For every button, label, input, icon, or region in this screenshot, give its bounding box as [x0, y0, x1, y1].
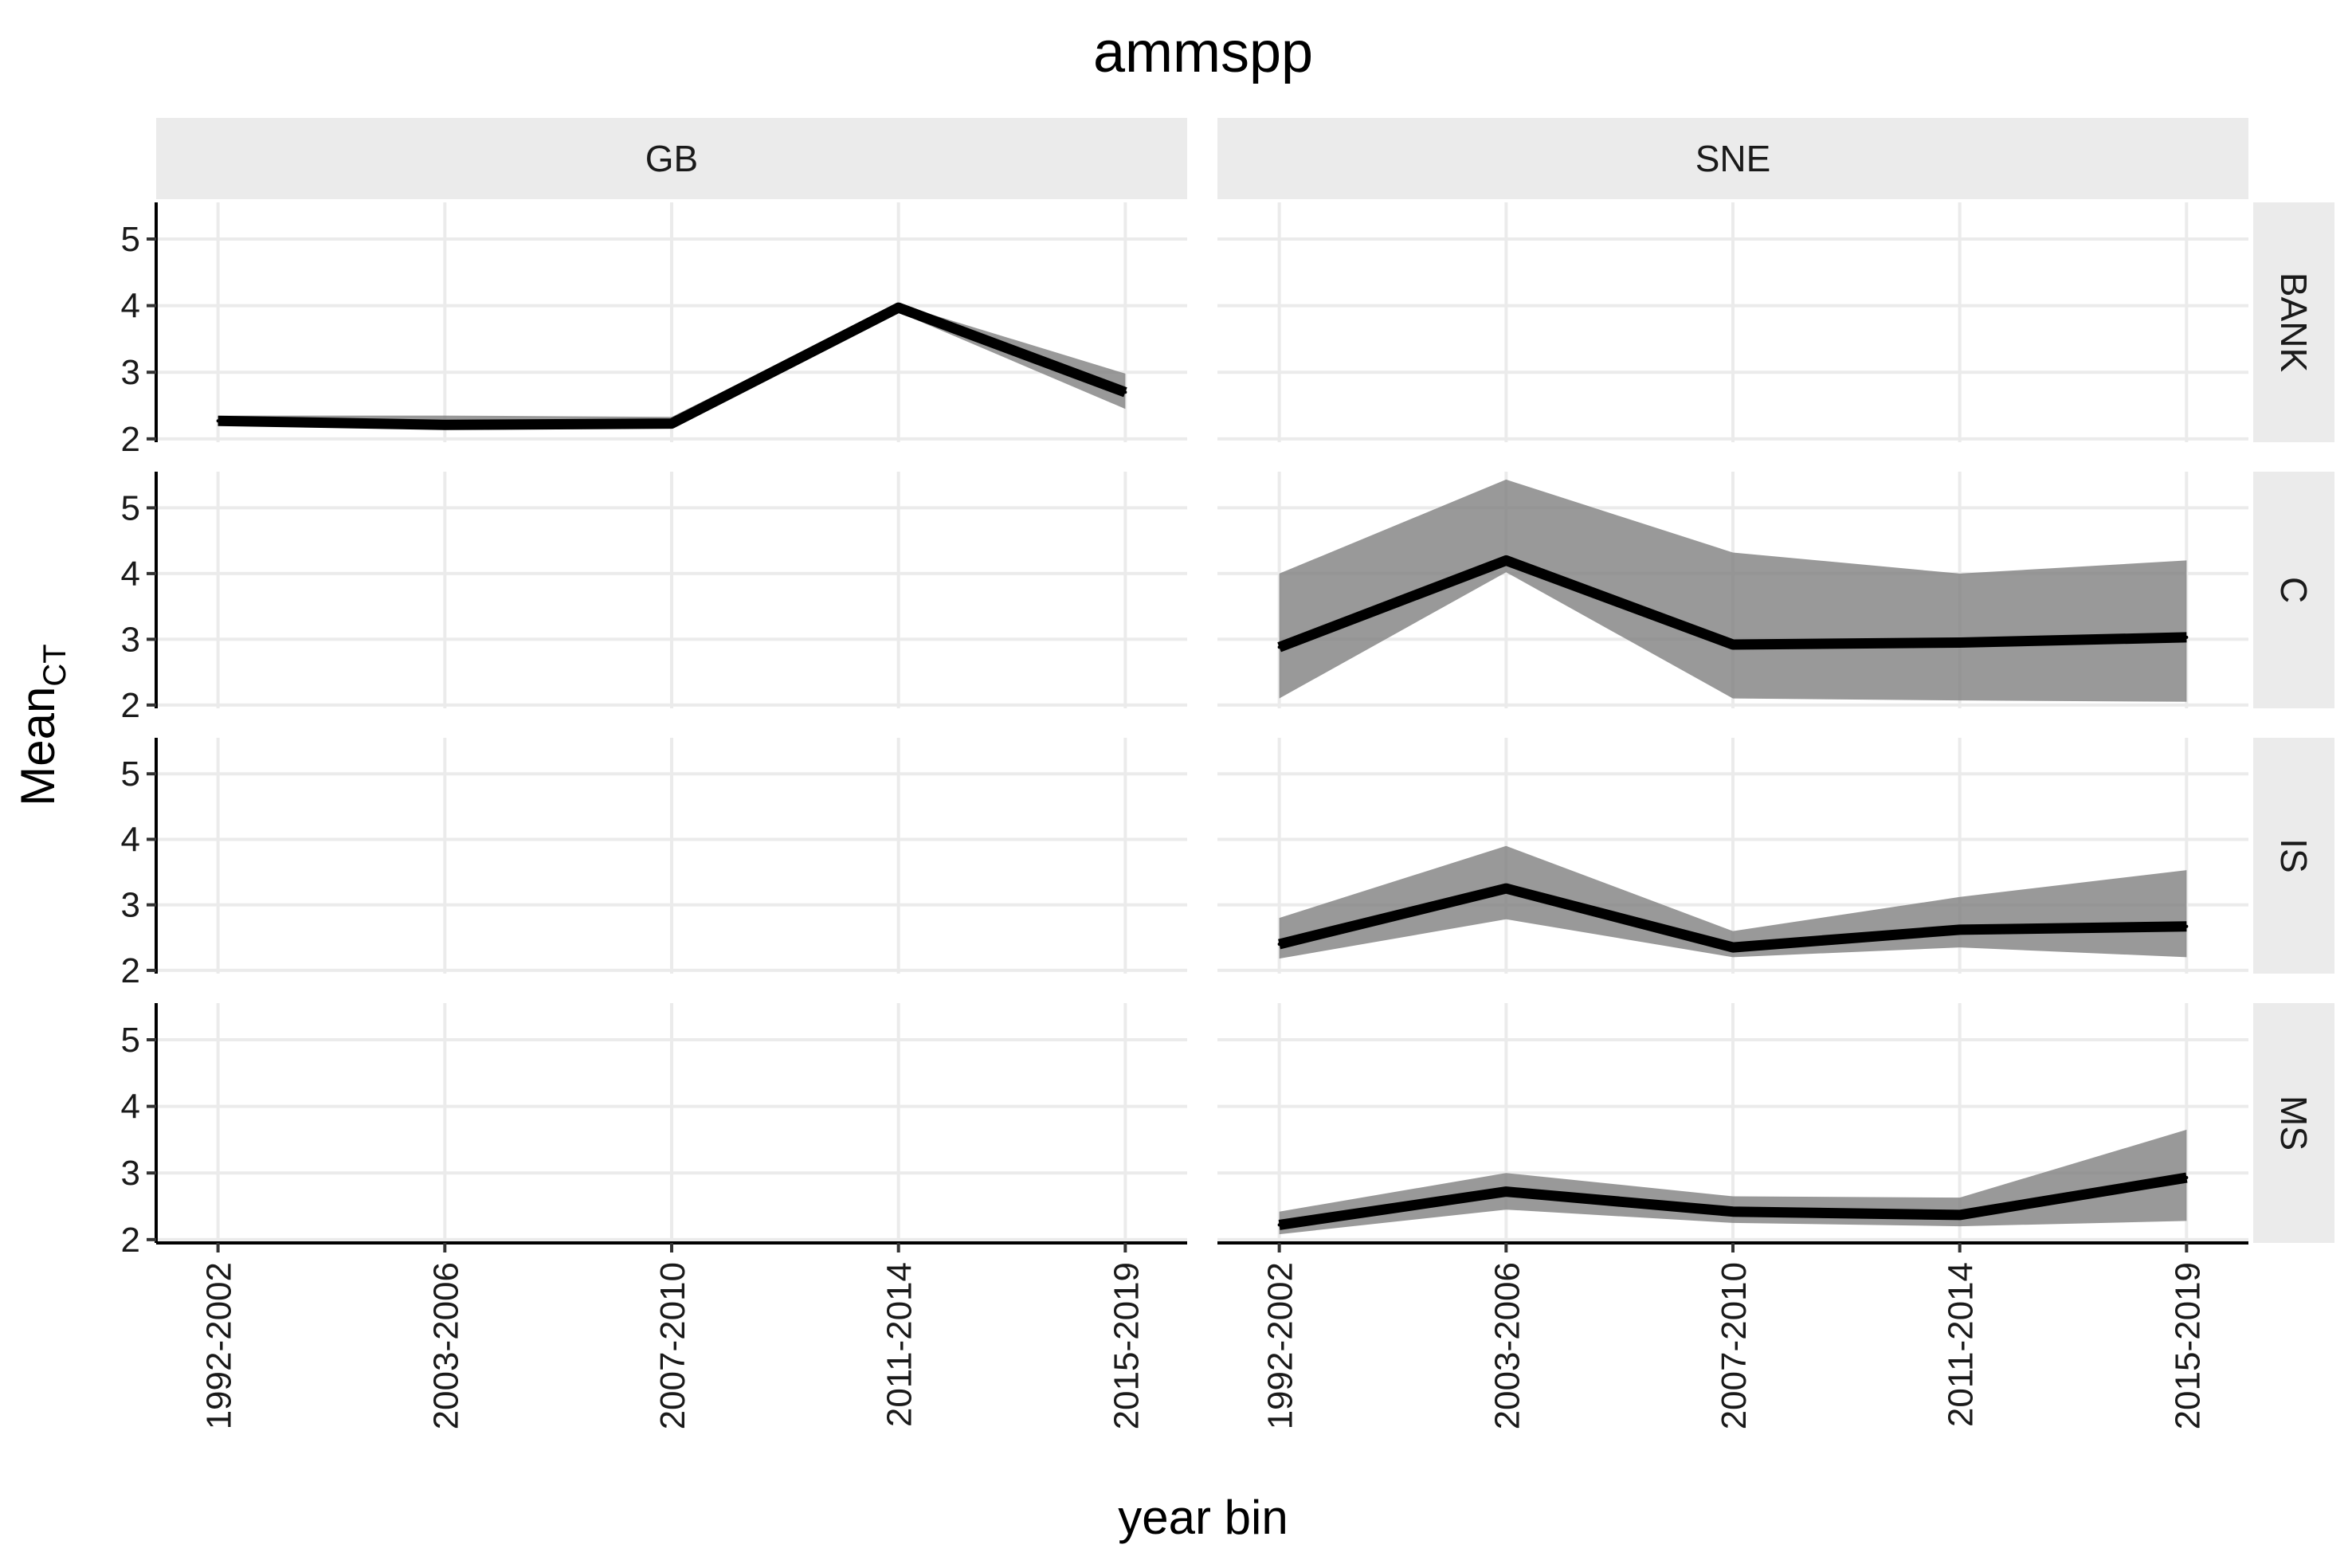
x-tick-label: 2015-2019 — [1107, 1262, 1146, 1429]
data-point — [1958, 927, 1962, 931]
data-point — [1277, 645, 1281, 649]
y-tick-label: 3 — [121, 353, 140, 392]
x-tick-label: 1992-2002 — [200, 1262, 239, 1429]
y-tick-label: 2 — [121, 420, 140, 459]
x-tick-label: 1992-2002 — [1261, 1262, 1300, 1429]
data-point — [1958, 641, 1962, 645]
data-point — [2185, 924, 2189, 928]
data-point — [1731, 1209, 1735, 1213]
x-tick-label: 2011-2014 — [880, 1262, 919, 1427]
y-tick-label: 3 — [121, 1154, 140, 1193]
y-tick-label: 4 — [121, 820, 140, 859]
x-tick-label: 2015-2019 — [2168, 1262, 2207, 1429]
data-point — [1504, 559, 1508, 563]
x-axis-title: year bin — [1118, 1491, 1288, 1544]
y-tick-label: 3 — [121, 620, 140, 659]
x-tick-label: 2011-2014 — [1942, 1262, 1981, 1427]
y-tick-label: 2 — [121, 1221, 140, 1260]
row-strip — [2253, 1003, 2334, 1243]
x-tick-label: 2007-2010 — [1715, 1262, 1754, 1429]
data-point — [1731, 946, 1735, 950]
row-strip-label: IS — [2273, 838, 2315, 872]
y-tick-label: 4 — [121, 287, 140, 326]
column-strip-label: SNE — [1695, 138, 1771, 179]
y-tick-label: 4 — [121, 1088, 140, 1127]
data-point — [2185, 635, 2189, 639]
column-strip-label: GB — [645, 138, 698, 179]
y-tick-label: 3 — [121, 886, 140, 925]
y-tick-label: 5 — [121, 220, 140, 259]
row-strip-label: C — [2273, 577, 2315, 603]
data-point — [1504, 887, 1508, 891]
data-point — [1277, 943, 1281, 946]
y-axis-title: MeanCT — [11, 644, 73, 806]
data-point — [1123, 390, 1127, 394]
data-point — [670, 421, 673, 425]
y-axis-title-main: Mean — [11, 687, 65, 806]
column-strip — [1217, 118, 2248, 199]
row-strip-label: BANK — [2273, 272, 2315, 373]
row-strip — [2253, 472, 2334, 708]
confidence-ribbon — [1279, 1129, 2187, 1235]
x-tick-label: 2007-2010 — [653, 1262, 692, 1429]
column-strip — [156, 118, 1187, 199]
y-tick-label: 5 — [121, 1021, 140, 1060]
x-tick-label: 2003-2006 — [426, 1262, 465, 1429]
data-point — [1277, 1223, 1281, 1227]
data-point — [1731, 642, 1735, 646]
data-point — [1958, 1213, 1962, 1217]
panels-layer: GB SNE BANK C IS MS 2 3 4 5 2 3 4 5 2 3 4 5 2 3 4 5 1992-2002 2… — [121, 118, 2334, 1429]
y-tick-label: 5 — [121, 755, 140, 794]
data-point — [443, 423, 447, 427]
y-tick-label: 4 — [121, 555, 140, 594]
data-point — [896, 306, 900, 310]
chart-title: ammspp — [1093, 21, 1313, 84]
row-strip — [2253, 738, 2334, 974]
data-point — [2185, 1176, 2189, 1180]
data-point — [1504, 1190, 1508, 1194]
row-strip-label: MS — [2273, 1096, 2315, 1151]
y-tick-label: 2 — [121, 951, 140, 990]
x-tick-label: 2003-2006 — [1488, 1262, 1527, 1429]
row-strip — [2253, 202, 2334, 442]
y-axis-title-subscript: CT — [37, 644, 73, 686]
data-point — [216, 419, 220, 423]
y-tick-label: 2 — [121, 686, 140, 725]
y-tick-label: 5 — [121, 488, 140, 527]
